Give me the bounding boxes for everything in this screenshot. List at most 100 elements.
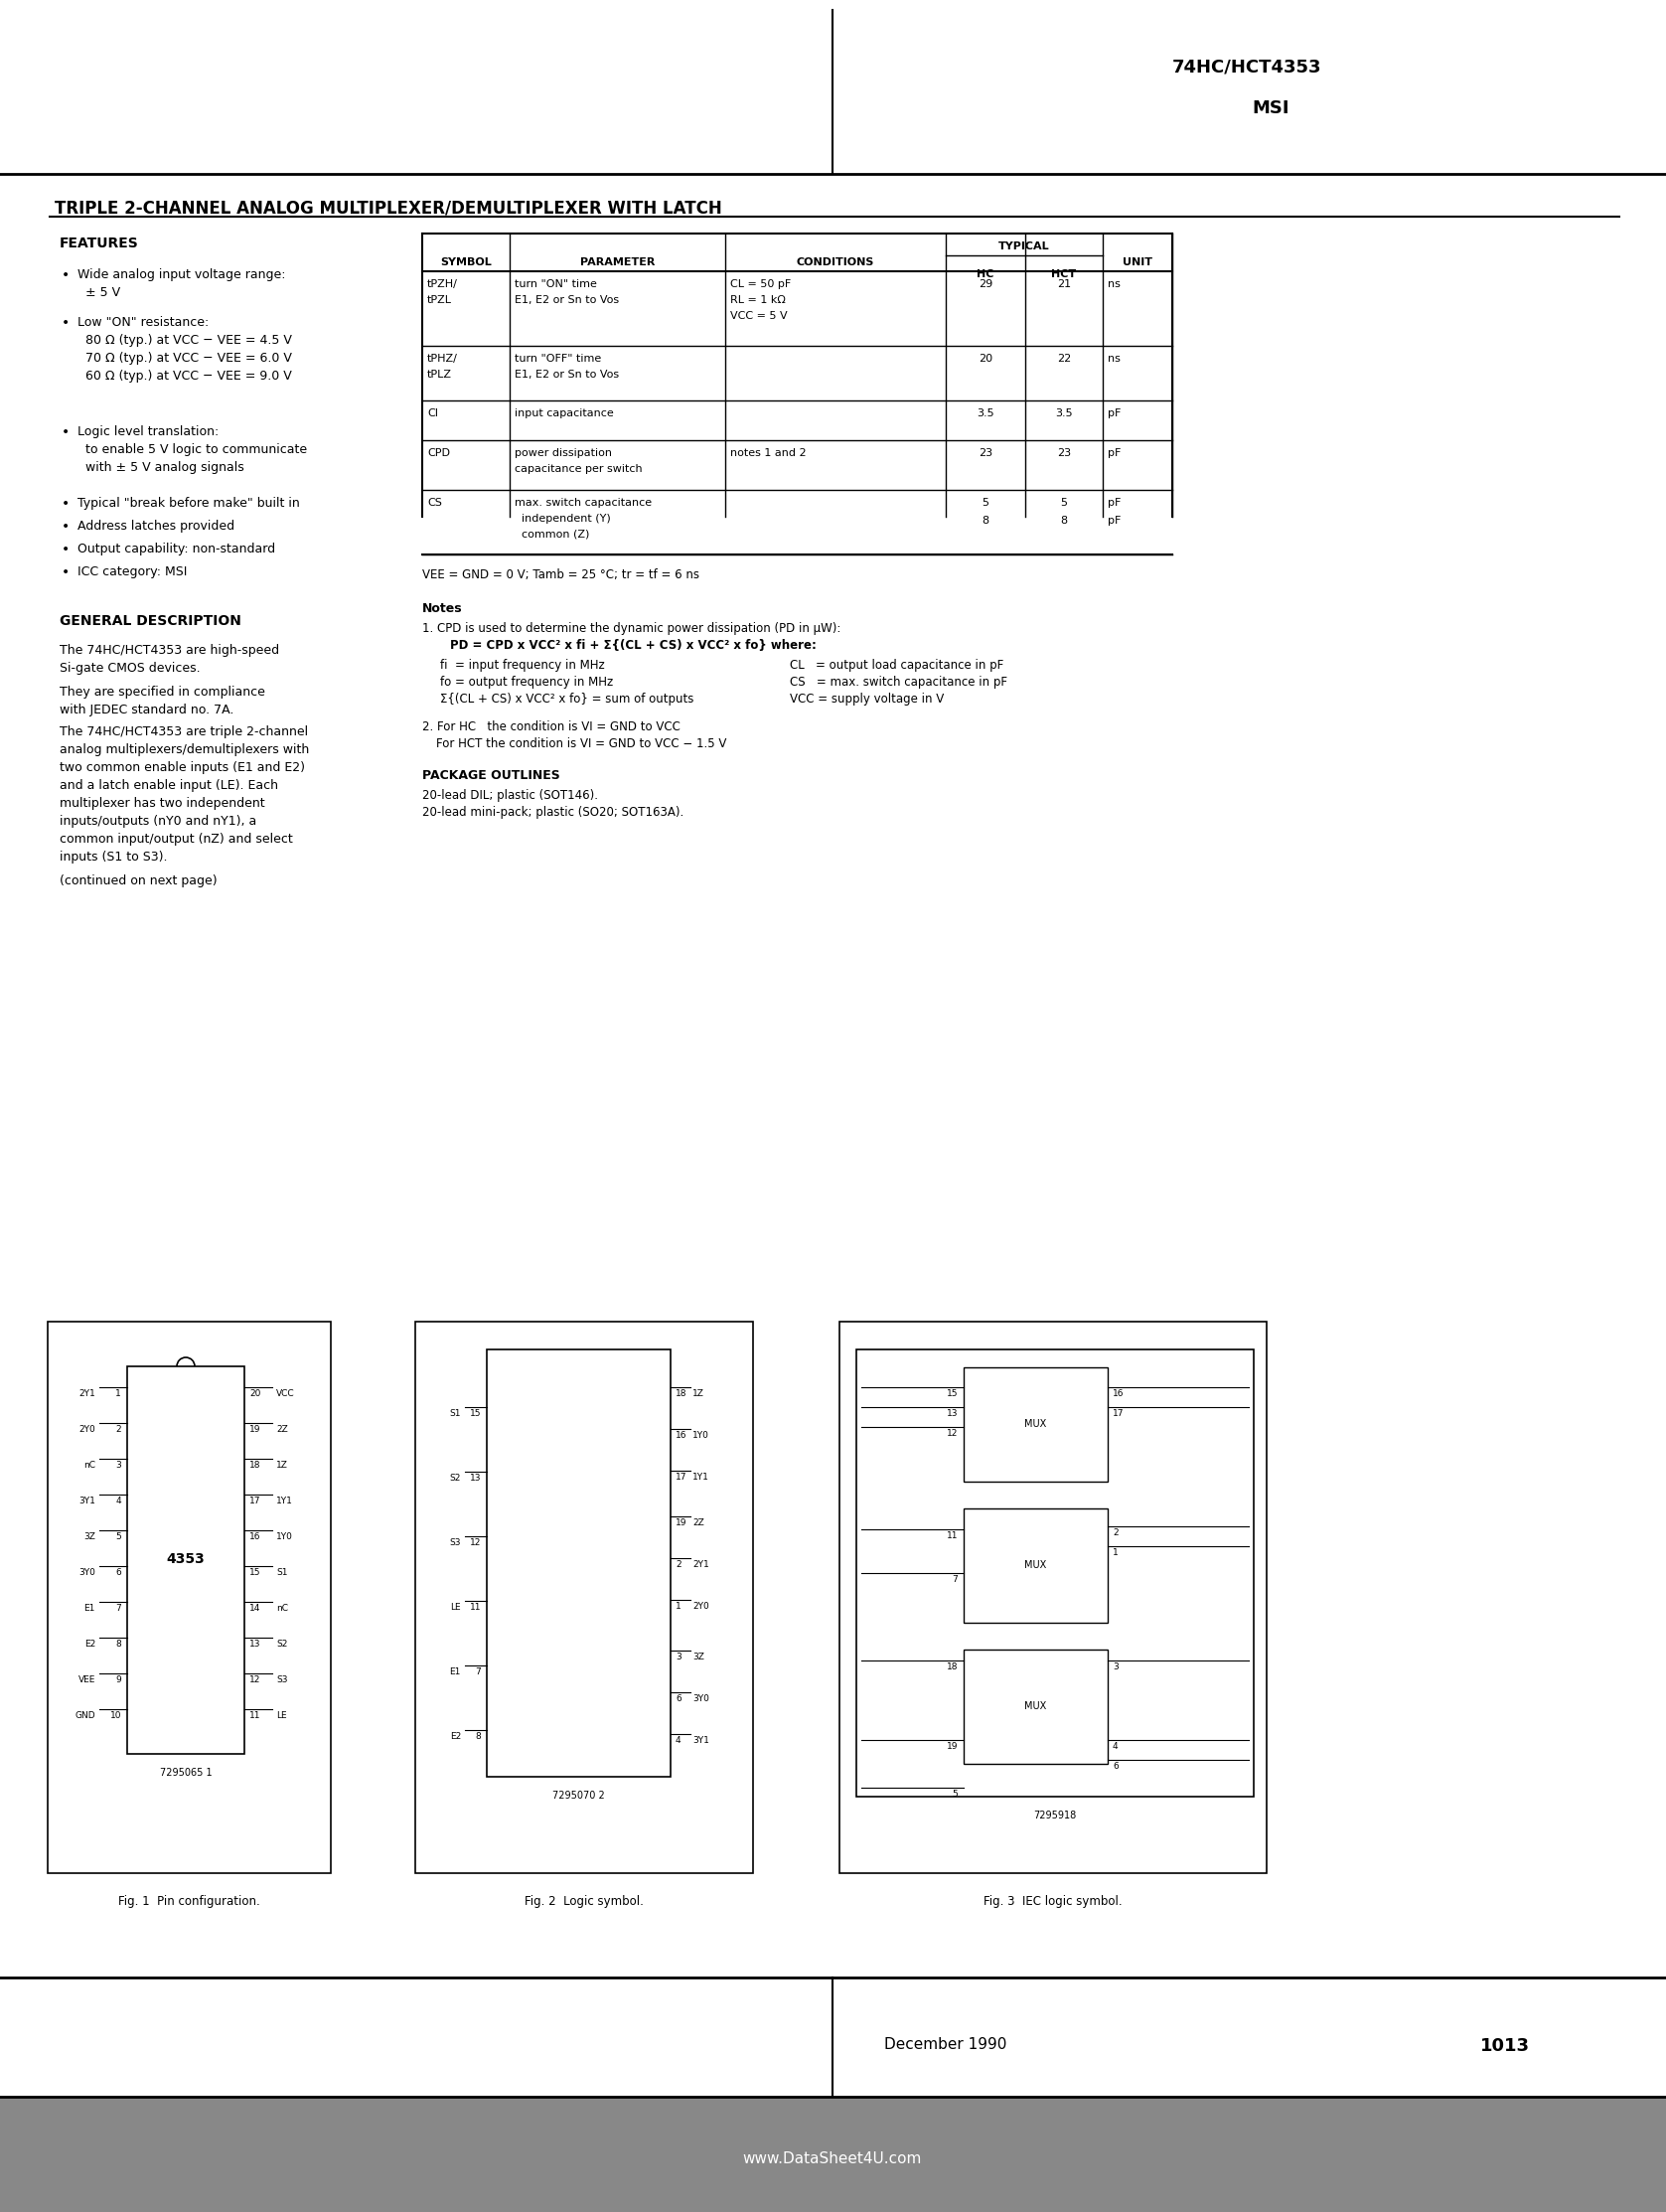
- Text: nC: nC: [83, 1460, 95, 1469]
- Text: 7295918: 7295918: [1033, 1812, 1076, 1820]
- Text: 12: 12: [946, 1429, 958, 1438]
- Text: 12: 12: [470, 1537, 481, 1546]
- Text: tPZL: tPZL: [426, 294, 451, 305]
- Text: ns: ns: [1108, 279, 1121, 290]
- Text: 19: 19: [946, 1743, 958, 1752]
- Text: TRIPLE 2-CHANNEL ANALOG MULTIPLEXER/DEMULTIPLEXER WITH LATCH: TRIPLE 2-CHANNEL ANALOG MULTIPLEXER/DEMU…: [55, 199, 721, 217]
- Bar: [963, 1509, 1108, 1624]
- Text: 11: 11: [946, 1531, 958, 1540]
- Text: nC: nC: [277, 1604, 288, 1613]
- Text: ns: ns: [1108, 354, 1121, 363]
- Text: 3.5: 3.5: [1055, 409, 1073, 418]
- Text: E2: E2: [85, 1639, 95, 1648]
- Text: 1: 1: [115, 1389, 122, 1398]
- Text: 13: 13: [250, 1639, 262, 1648]
- Text: Typical "break before make" built in: Typical "break before make" built in: [78, 498, 300, 509]
- Text: 1: 1: [675, 1601, 681, 1610]
- Text: 8: 8: [981, 515, 990, 526]
- Text: 60 Ω (typ.) at VCC − VEE = 9.0 V: 60 Ω (typ.) at VCC − VEE = 9.0 V: [78, 369, 292, 383]
- Text: CONDITIONS: CONDITIONS: [796, 257, 875, 268]
- Text: 16: 16: [1113, 1389, 1125, 1398]
- Text: CS: CS: [426, 498, 441, 509]
- Text: VEE = GND = 0 V; Tamb = 25 °C; tr = tf = 6 ns: VEE = GND = 0 V; Tamb = 25 °C; tr = tf =…: [421, 568, 700, 582]
- Text: ICC category: MSI: ICC category: MSI: [78, 566, 187, 577]
- Text: capacitance per switch: capacitance per switch: [515, 465, 643, 473]
- Text: E1, E2 or Sn to Vos: E1, E2 or Sn to Vos: [515, 294, 620, 305]
- Text: 2Y1: 2Y1: [78, 1389, 95, 1398]
- Text: 2. For HC   the condition is VI = GND to VCC: 2. For HC the condition is VI = GND to V…: [421, 721, 680, 734]
- Text: 5: 5: [951, 1790, 958, 1798]
- Text: Low "ON" resistance:: Low "ON" resistance:: [78, 316, 208, 330]
- Text: 1Z: 1Z: [693, 1389, 705, 1398]
- Text: 1Y0: 1Y0: [277, 1533, 293, 1542]
- Bar: [127, 1367, 245, 1754]
- Bar: [415, 1321, 753, 1874]
- Text: multiplexer has two independent: multiplexer has two independent: [60, 796, 265, 810]
- Text: •: •: [62, 542, 70, 557]
- Text: S1: S1: [450, 1409, 461, 1418]
- Text: PARAMETER: PARAMETER: [580, 257, 655, 268]
- Text: independent (Y): independent (Y): [515, 513, 611, 524]
- Text: VCC = 5 V: VCC = 5 V: [730, 312, 788, 321]
- Text: PACKAGE OUTLINES: PACKAGE OUTLINES: [421, 770, 560, 783]
- Text: VCC = supply voltage in V: VCC = supply voltage in V: [790, 692, 945, 706]
- Text: TYPICAL: TYPICAL: [998, 241, 1050, 252]
- Text: 21: 21: [1056, 279, 1071, 290]
- Text: pF: pF: [1108, 449, 1121, 458]
- Text: Output capability: non-standard: Output capability: non-standard: [78, 542, 275, 555]
- Text: Address latches provided: Address latches provided: [78, 520, 235, 533]
- Text: 2Y0: 2Y0: [693, 1601, 710, 1610]
- Text: 2Z: 2Z: [277, 1425, 288, 1433]
- Text: pF: pF: [1108, 515, 1121, 526]
- Text: •: •: [62, 566, 70, 580]
- Text: common (Z): common (Z): [515, 529, 590, 540]
- Text: Notes: Notes: [421, 602, 463, 615]
- Text: fi  = input frequency in MHz: fi = input frequency in MHz: [440, 659, 605, 672]
- Text: 8: 8: [475, 1732, 481, 1741]
- Text: 18: 18: [250, 1460, 262, 1469]
- Text: 17: 17: [1113, 1409, 1125, 1418]
- Text: •: •: [62, 268, 70, 283]
- Text: 23: 23: [1056, 449, 1071, 458]
- Text: •: •: [62, 316, 70, 330]
- Text: CL   = output load capacitance in pF: CL = output load capacitance in pF: [790, 659, 1003, 672]
- Text: Σ{(CL + CS) x VCC² x fo} = sum of outputs: Σ{(CL + CS) x VCC² x fo} = sum of output…: [440, 692, 693, 706]
- Text: 12: 12: [250, 1674, 260, 1683]
- Text: 10: 10: [110, 1712, 122, 1721]
- Text: Fig. 3  IEC logic symbol.: Fig. 3 IEC logic symbol.: [983, 1896, 1123, 1909]
- Text: 1Y0: 1Y0: [693, 1431, 710, 1440]
- Text: S1: S1: [277, 1568, 288, 1577]
- Text: inputs/outputs (nY0 and nY1), a: inputs/outputs (nY0 and nY1), a: [60, 814, 257, 827]
- Text: 3: 3: [115, 1460, 122, 1469]
- Text: max. switch capacitance: max. switch capacitance: [515, 498, 651, 509]
- Text: GENERAL DESCRIPTION: GENERAL DESCRIPTION: [60, 615, 242, 628]
- Text: S2: S2: [450, 1473, 461, 1482]
- Text: 8: 8: [115, 1639, 122, 1648]
- Text: 19: 19: [675, 1517, 686, 1526]
- Text: E2: E2: [450, 1732, 461, 1741]
- Text: 3Y1: 3Y1: [78, 1498, 95, 1506]
- Bar: [856, 1349, 1254, 1796]
- Text: pF: pF: [1108, 498, 1121, 509]
- Text: 3Z: 3Z: [83, 1533, 95, 1542]
- Text: tPLZ: tPLZ: [426, 369, 451, 380]
- Text: 3: 3: [1113, 1663, 1118, 1672]
- Text: MUX: MUX: [1025, 1562, 1046, 1571]
- Text: LE: LE: [277, 1712, 287, 1721]
- Text: common input/output (nZ) and select: common input/output (nZ) and select: [60, 832, 293, 845]
- Text: turn "ON" time: turn "ON" time: [515, 279, 596, 290]
- Text: 16: 16: [250, 1533, 262, 1542]
- Text: MSI: MSI: [1251, 100, 1289, 117]
- Text: MUX: MUX: [1025, 1701, 1046, 1712]
- Text: 1013: 1013: [1479, 2037, 1529, 2055]
- Text: 1Y1: 1Y1: [277, 1498, 293, 1506]
- Text: 13: 13: [470, 1473, 481, 1482]
- Text: 3Y0: 3Y0: [693, 1694, 710, 1703]
- Text: 5: 5: [115, 1533, 122, 1542]
- Text: 20: 20: [978, 354, 993, 363]
- Text: S2: S2: [277, 1639, 288, 1648]
- Text: 1. CPD is used to determine the dynamic power dissipation (PD in μW):: 1. CPD is used to determine the dynamic …: [421, 622, 841, 635]
- Text: 70 Ω (typ.) at VCC − VEE = 6.0 V: 70 Ω (typ.) at VCC − VEE = 6.0 V: [78, 352, 292, 365]
- Text: 2Z: 2Z: [693, 1517, 705, 1526]
- Text: 3.5: 3.5: [976, 409, 995, 418]
